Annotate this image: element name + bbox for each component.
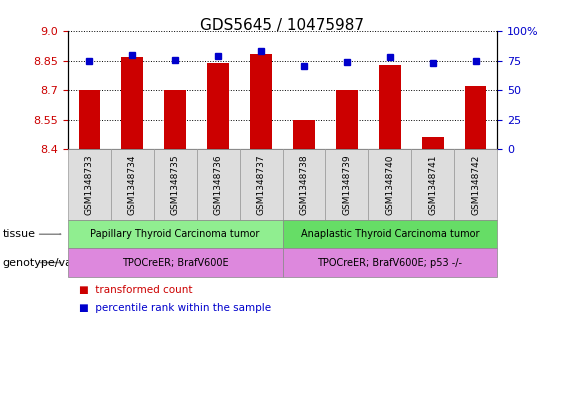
Text: GSM1348739: GSM1348739 [342, 154, 351, 215]
Text: GSM1348735: GSM1348735 [171, 154, 180, 215]
Text: tissue: tissue [3, 229, 36, 239]
Bar [379, 65, 401, 149]
Bar [250, 54, 272, 149]
Text: Papillary Thyroid Carcinoma tumor: Papillary Thyroid Carcinoma tumor [90, 229, 260, 239]
Text: TPOCreER; BrafV600E; p53 -/-: TPOCreER; BrafV600E; p53 -/- [318, 257, 462, 268]
Text: TPOCreER; BrafV600E: TPOCreER; BrafV600E [122, 257, 228, 268]
Bar [422, 137, 444, 149]
Text: GSM1348737: GSM1348737 [257, 154, 266, 215]
Text: GSM1348736: GSM1348736 [214, 154, 223, 215]
Text: GSM1348733: GSM1348733 [85, 154, 94, 215]
Text: GSM1348738: GSM1348738 [299, 154, 308, 215]
Text: Anaplastic Thyroid Carcinoma tumor: Anaplastic Thyroid Carcinoma tumor [301, 229, 479, 239]
Text: ■  transformed count: ■ transformed count [79, 285, 193, 296]
Bar [465, 86, 486, 149]
Bar [336, 90, 358, 149]
Bar [79, 90, 100, 149]
Text: GSM1348734: GSM1348734 [128, 154, 137, 215]
Bar [207, 63, 229, 149]
Bar [164, 90, 186, 149]
Text: GDS5645 / 10475987: GDS5645 / 10475987 [201, 18, 364, 33]
Bar [121, 57, 143, 149]
Text: GSM1348742: GSM1348742 [471, 154, 480, 215]
Bar [293, 119, 315, 149]
Text: GSM1348741: GSM1348741 [428, 154, 437, 215]
Text: genotype/variation: genotype/variation [3, 257, 109, 268]
Text: ■  percentile rank within the sample: ■ percentile rank within the sample [79, 303, 271, 313]
Text: GSM1348740: GSM1348740 [385, 154, 394, 215]
